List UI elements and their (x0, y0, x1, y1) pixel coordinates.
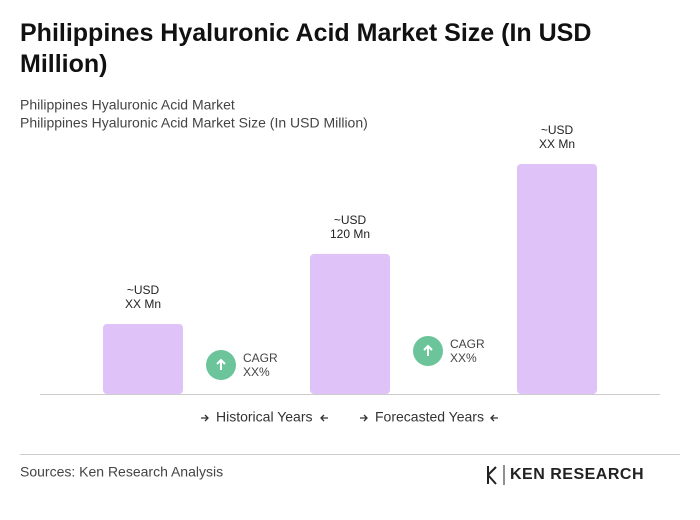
value-label: ~USD (334, 213, 367, 227)
value-label: ~USD (127, 283, 160, 297)
value-label: XX Mn (539, 137, 575, 151)
cagr-label: XX% (243, 365, 270, 379)
value-label: ~USD (541, 123, 574, 137)
subtitle: Philippines Hyaluronic Acid Market (20, 97, 235, 113)
period-arrows (201, 414, 498, 422)
period-label: Historical Years (216, 409, 313, 425)
source: Sources: Ken Research Analysis (20, 464, 223, 480)
bar (310, 253, 390, 394)
cagr-label: XX% (450, 351, 477, 365)
logo: KEN RESEARCH (510, 466, 644, 483)
bar (103, 323, 183, 394)
cagr-label: CAGR (450, 337, 485, 351)
value-label: 120 Mn (330, 227, 370, 241)
logo-icon (487, 465, 505, 485)
cagr-label: CAGR (243, 351, 278, 365)
cagr-arrow (423, 344, 433, 356)
subtitle: Philippines Hyaluronic Acid Market Size … (20, 115, 368, 131)
cagr-arrow (216, 358, 226, 370)
chart-title: Philippines Hyaluronic Acid Market Size … (20, 19, 592, 78)
bar (517, 164, 597, 394)
value-label: XX Mn (125, 297, 161, 311)
period-label: Forecasted Years (375, 409, 484, 425)
